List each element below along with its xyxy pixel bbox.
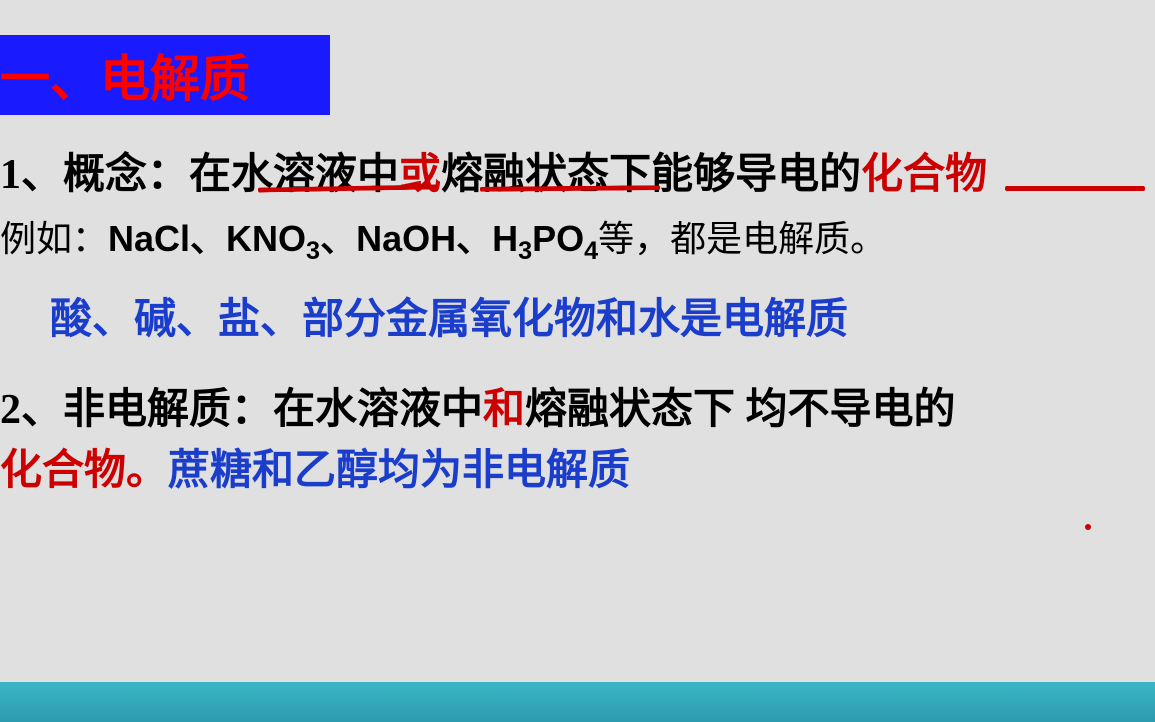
def2-prefix: 2、非电解质： bbox=[0, 387, 273, 433]
underline-compound bbox=[1005, 186, 1145, 191]
section-title-banner: 一、电解质 bbox=[0, 35, 330, 115]
def1-seg3-or: 或 bbox=[399, 152, 441, 198]
def1-seg1: 在 bbox=[189, 152, 231, 198]
example-suffix: 等，都是电解质。 bbox=[598, 219, 886, 259]
example-prefix: 例如： bbox=[0, 219, 108, 259]
def2-compound: 化合物。 bbox=[0, 448, 168, 494]
sub-4: 4 bbox=[584, 237, 598, 265]
def1-prefix: 1、概念： bbox=[0, 152, 189, 198]
sub-3b: 3 bbox=[518, 237, 532, 265]
sub-3a: 3 bbox=[306, 237, 320, 265]
bottom-border-bar bbox=[0, 682, 1155, 722]
formula-po: PO bbox=[532, 218, 584, 259]
def1-seg5: 下能够导电的 bbox=[609, 152, 861, 198]
example-line: 例如：NaCl、KNO3、NaOH、H3PO4等，都是电解质。 bbox=[0, 210, 886, 266]
definition-line-1: 1、概念：在水溶液中或熔融状态下能够导电的化合物 bbox=[0, 140, 1155, 201]
formula-naoh-h: NaOH、H bbox=[356, 218, 518, 259]
def2-seg1: 在水溶液中 bbox=[273, 387, 483, 433]
def2-seg2-and: 和 bbox=[483, 387, 525, 433]
def2-examples: 蔗糖和乙醇均为非电解质 bbox=[168, 448, 630, 494]
def2-seg3: 熔融状态下 均不导电的 bbox=[525, 387, 956, 433]
definition-line-2: 2、非电解质：在水溶液中和熔融状态下 均不导电的 bbox=[0, 375, 1155, 436]
sep-1: 、 bbox=[320, 218, 356, 259]
red-dot-marker bbox=[1085, 524, 1091, 530]
categories-line: 酸、碱、盐、部分金属氧化物和水是电解质 bbox=[50, 285, 848, 346]
def1-seg6-compound: 化合物 bbox=[861, 152, 987, 198]
section-title-text: 一、电解质 bbox=[0, 39, 250, 111]
formula-nacl-kno: NaCl、KNO bbox=[108, 218, 306, 259]
definition-line-2-cont: 化合物。蔗糖和乙醇均为非电解质 bbox=[0, 436, 630, 497]
